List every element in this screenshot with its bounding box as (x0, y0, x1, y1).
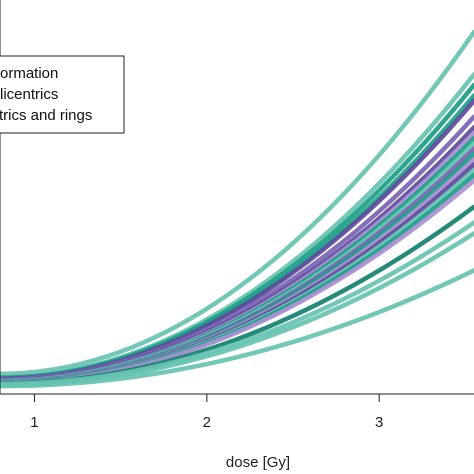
x-axis-title: dose [Gy] (226, 454, 290, 471)
series-line-1 (0, 29, 474, 377)
series-lines (0, 29, 474, 389)
legend-label-3: trics and rings (0, 107, 92, 124)
legend-entries: ormation licentrics trics and rings (0, 65, 92, 124)
legend-label-1: ormation (0, 65, 58, 82)
x-ticks: 1 2 3 (30, 394, 383, 431)
x-tick-label-3: 3 (375, 414, 383, 431)
x-tick-label-2: 2 (203, 414, 211, 431)
x-tick-label-1: 1 (30, 414, 38, 431)
series-line-21 (0, 268, 474, 389)
legend-box (0, 55, 125, 134)
legend-label-2: licentrics (0, 86, 58, 103)
legend: ormation licentrics trics and rings (0, 55, 125, 134)
